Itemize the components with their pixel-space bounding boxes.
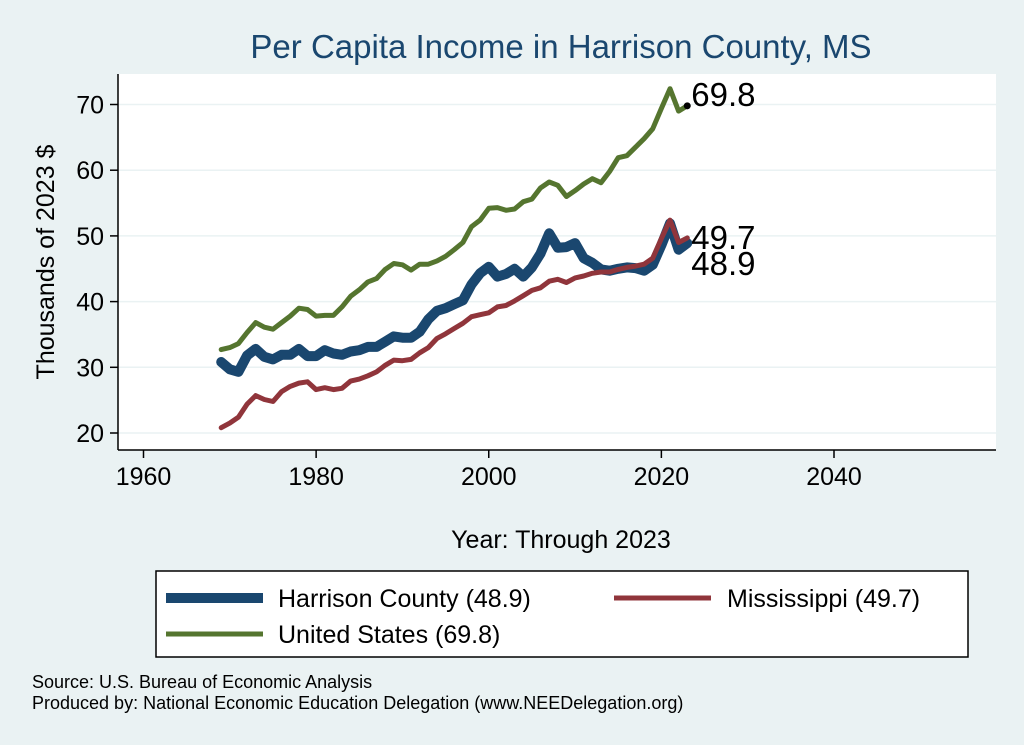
end-label-mississippi: 49.7 xyxy=(691,219,755,256)
series-lines xyxy=(216,86,693,431)
legend-label-us: United States (69.8) xyxy=(278,621,500,649)
y-tick-label-20: 20 xyxy=(76,420,104,448)
x-tick-label-1960: 1960 xyxy=(116,463,172,491)
y-tick-label-60: 60 xyxy=(76,157,104,185)
gridlines xyxy=(118,103,996,434)
legend-label-mississippi: Mississippi (49.7) xyxy=(727,585,920,613)
legend-label-harrison: Harrison County (48.9) xyxy=(278,585,531,613)
end-marker-united-states xyxy=(683,102,691,110)
legend-box xyxy=(155,570,969,658)
y-tick-label-50: 50 xyxy=(76,223,104,251)
axes: 20 30 40 50 60 70 1960 1980 2000 2020 2040 xyxy=(76,74,996,491)
series-line-mississippi xyxy=(218,217,690,431)
chart-title: Per Capita Income in Harrison County, MS xyxy=(250,28,871,65)
y-tick-label-30: 30 xyxy=(76,354,104,382)
y-tick-label-70: 70 xyxy=(76,92,104,120)
end-labels: 69.8 49.748.9 xyxy=(683,76,756,282)
source-line: Source: U.S. Bureau of Economic Analysis xyxy=(32,672,372,692)
series-line-united-states xyxy=(218,86,690,353)
end-label-harrison-county: 48.9 xyxy=(691,245,755,282)
plot-area xyxy=(118,74,996,450)
x-axis-label: Year: Through 2023 xyxy=(451,526,671,554)
x-tick-label-2020: 2020 xyxy=(634,463,690,491)
y-axis-label: Thousands of 2023 $ xyxy=(32,144,60,379)
legend: Harrison County (48.9) Mississippi (49.7… xyxy=(155,570,969,658)
produced-by-line: Produced by: National Economic Education… xyxy=(32,693,683,713)
y-tick-label-40: 40 xyxy=(76,289,104,317)
x-tick-label-1980: 1980 xyxy=(288,463,344,491)
end-label-united-states: 69.8 xyxy=(691,76,755,113)
x-tick-label-2040: 2040 xyxy=(806,463,862,491)
x-tick-label-2000: 2000 xyxy=(461,463,517,491)
